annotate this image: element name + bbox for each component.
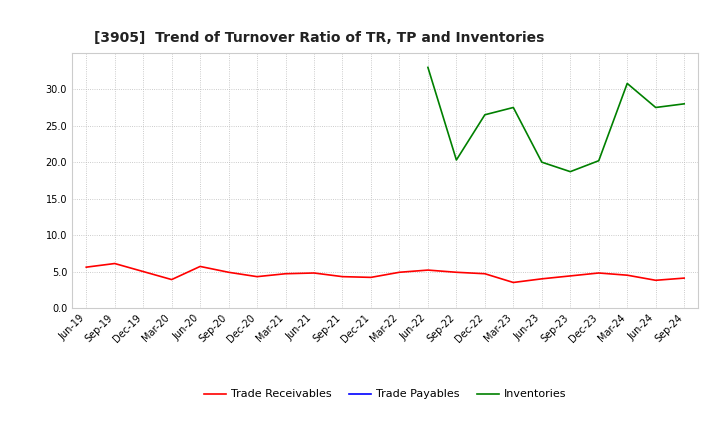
Trade Receivables: [310, 270, 318, 275]
Trade Receivables: [225, 270, 233, 275]
Line: Inventories: Inventories: [428, 67, 684, 172]
Inventories: [595, 158, 603, 163]
Line: Trade Receivables: Trade Receivables: [86, 264, 684, 282]
Trade Receivables: [680, 275, 688, 281]
Trade Receivables: [480, 271, 489, 276]
Trade Receivables: [110, 261, 119, 266]
Inventories: [480, 112, 489, 117]
Trade Receivables: [139, 269, 148, 274]
Trade Receivables: [338, 274, 347, 279]
Trade Receivables: [452, 270, 461, 275]
Inventories: [452, 158, 461, 163]
Trade Receivables: [253, 274, 261, 279]
Trade Receivables: [652, 278, 660, 283]
Inventories: [509, 105, 518, 110]
Trade Receivables: [395, 270, 404, 275]
Trade Receivables: [509, 280, 518, 285]
Inventories: [537, 160, 546, 165]
Trade Receivables: [566, 273, 575, 279]
Inventories: [652, 105, 660, 110]
Trade Receivables: [196, 264, 204, 269]
Trade Receivables: [167, 277, 176, 282]
Inventories: [680, 101, 688, 106]
Trade Receivables: [595, 270, 603, 275]
Trade Receivables: [537, 276, 546, 282]
Inventories: [423, 65, 432, 70]
Text: [3905]  Trend of Turnover Ratio of TR, TP and Inventories: [3905] Trend of Turnover Ratio of TR, TP…: [94, 31, 544, 45]
Trade Receivables: [423, 268, 432, 273]
Trade Receivables: [366, 275, 375, 280]
Inventories: [566, 169, 575, 174]
Trade Receivables: [82, 264, 91, 270]
Legend: Trade Receivables, Trade Payables, Inventories: Trade Receivables, Trade Payables, Inven…: [199, 385, 571, 404]
Trade Receivables: [623, 272, 631, 278]
Inventories: [623, 81, 631, 86]
Trade Receivables: [282, 271, 290, 276]
